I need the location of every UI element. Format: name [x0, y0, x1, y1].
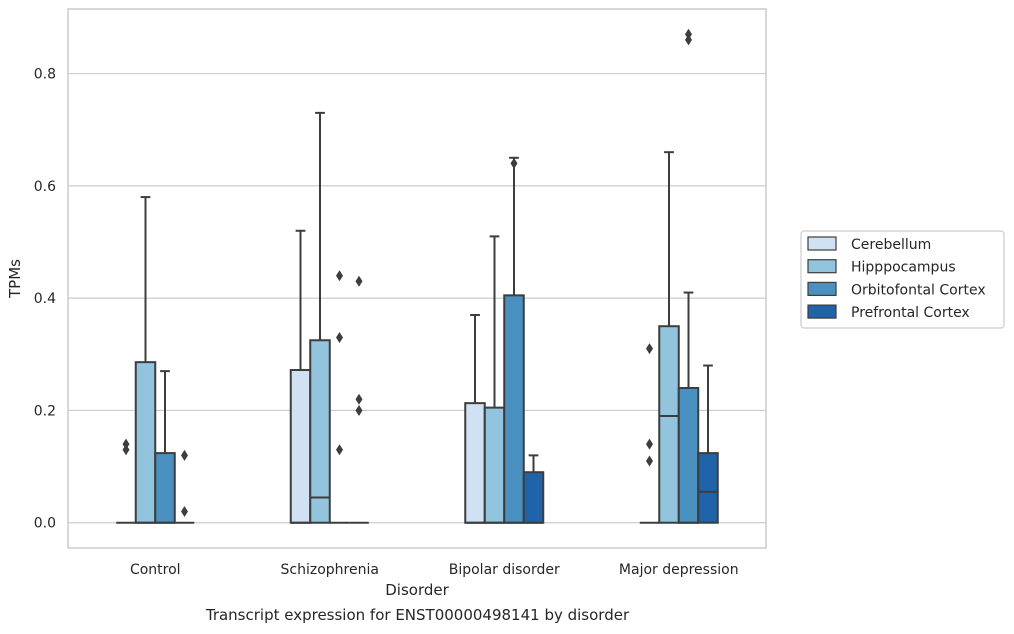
legend-frame [800, 230, 1005, 329]
box-prefrontal-cortex-control-outlier [181, 449, 188, 461]
y-tick-label: 0.0 [34, 516, 56, 532]
x-axis-label: Disorder [385, 581, 449, 599]
box-hipppocampus-schizophrenia [309, 339, 331, 524]
plot-frame [67, 8, 767, 549]
legend-swatch-prefrontal-cortex [807, 304, 837, 319]
box-prefrontal-cortex-bipolar-disorder [522, 471, 545, 524]
box-cerebellum-control-outlier [122, 444, 130, 456]
box-prefrontal-cortex-schizophrenia-outlier [355, 275, 363, 287]
x-tick-label: Major depression [619, 562, 739, 578]
box-orbitofontal-cortex-major-depression-outlier [685, 28, 692, 40]
figure-caption: Transcript expression for ENST0000049814… [205, 606, 630, 624]
y-tick-label: 0.4 [34, 291, 56, 307]
box-prefrontal-cortex-schizophrenia-outlier [355, 393, 363, 405]
box-cerebellum-major-depression-outlier [646, 455, 653, 467]
y-axis-label: TPMs [6, 259, 24, 299]
legend-swatch-hipppocampus [807, 259, 837, 274]
box-orbitofontal-cortex-bipolar-disorder [503, 294, 525, 524]
box-orbitofontal-cortex-control [154, 452, 176, 524]
box-cerebellum-major-depression-outlier [646, 343, 653, 355]
x-tick-label: Bipolar disorder [449, 562, 560, 578]
box-orbitofontal-cortex-schizophrenia-outlier [336, 444, 343, 456]
legend-label-orbitofontal-cortex: Orbitofontal Cortex [851, 282, 986, 298]
x-tick-label: Control [130, 562, 181, 578]
legend-label-cerebellum: Cerebellum [851, 237, 931, 253]
box-cerebellum-bipolar-disorder [464, 402, 486, 524]
legend-label-prefrontal-cortex: Prefrontal Cortex [851, 305, 970, 321]
box-prefrontal-cortex-schizophrenia-outlier [355, 404, 363, 416]
legend-label-hipppocampus: Hipppocampus [851, 260, 956, 276]
box-orbitofontal-cortex-bipolar-disorder-outlier [510, 157, 518, 169]
y-tick-label: 0.8 [34, 67, 56, 83]
legend-swatch-cerebellum [807, 236, 837, 251]
box-orbitofontal-cortex-schizophrenia-outlier [336, 270, 343, 282]
y-tick-label: 0.6 [34, 179, 56, 195]
box-cerebellum-control-outlier [122, 438, 130, 450]
box-hipppocampus-control [134, 361, 157, 524]
box-orbitofontal-cortex-major-depression-outlier [685, 34, 692, 46]
box-prefrontal-cortex-control-outlier [181, 506, 188, 518]
box-cerebellum-schizophrenia [289, 369, 312, 524]
box-prefrontal-cortex-major-depression [697, 452, 719, 524]
x-tick-label: Schizophrenia [281, 562, 379, 578]
box-hipppocampus-major-depression [658, 325, 680, 524]
box-orbitofontal-cortex-major-depression [677, 386, 700, 524]
box-cerebellum-major-depression-outlier [646, 438, 653, 450]
box-orbitofontal-cortex-schizophrenia-outlier [336, 331, 343, 343]
y-tick-label: 0.2 [34, 403, 56, 419]
legend-swatch-orbitofontal-cortex [807, 281, 837, 296]
box-hipppocampus-bipolar-disorder [483, 406, 506, 524]
